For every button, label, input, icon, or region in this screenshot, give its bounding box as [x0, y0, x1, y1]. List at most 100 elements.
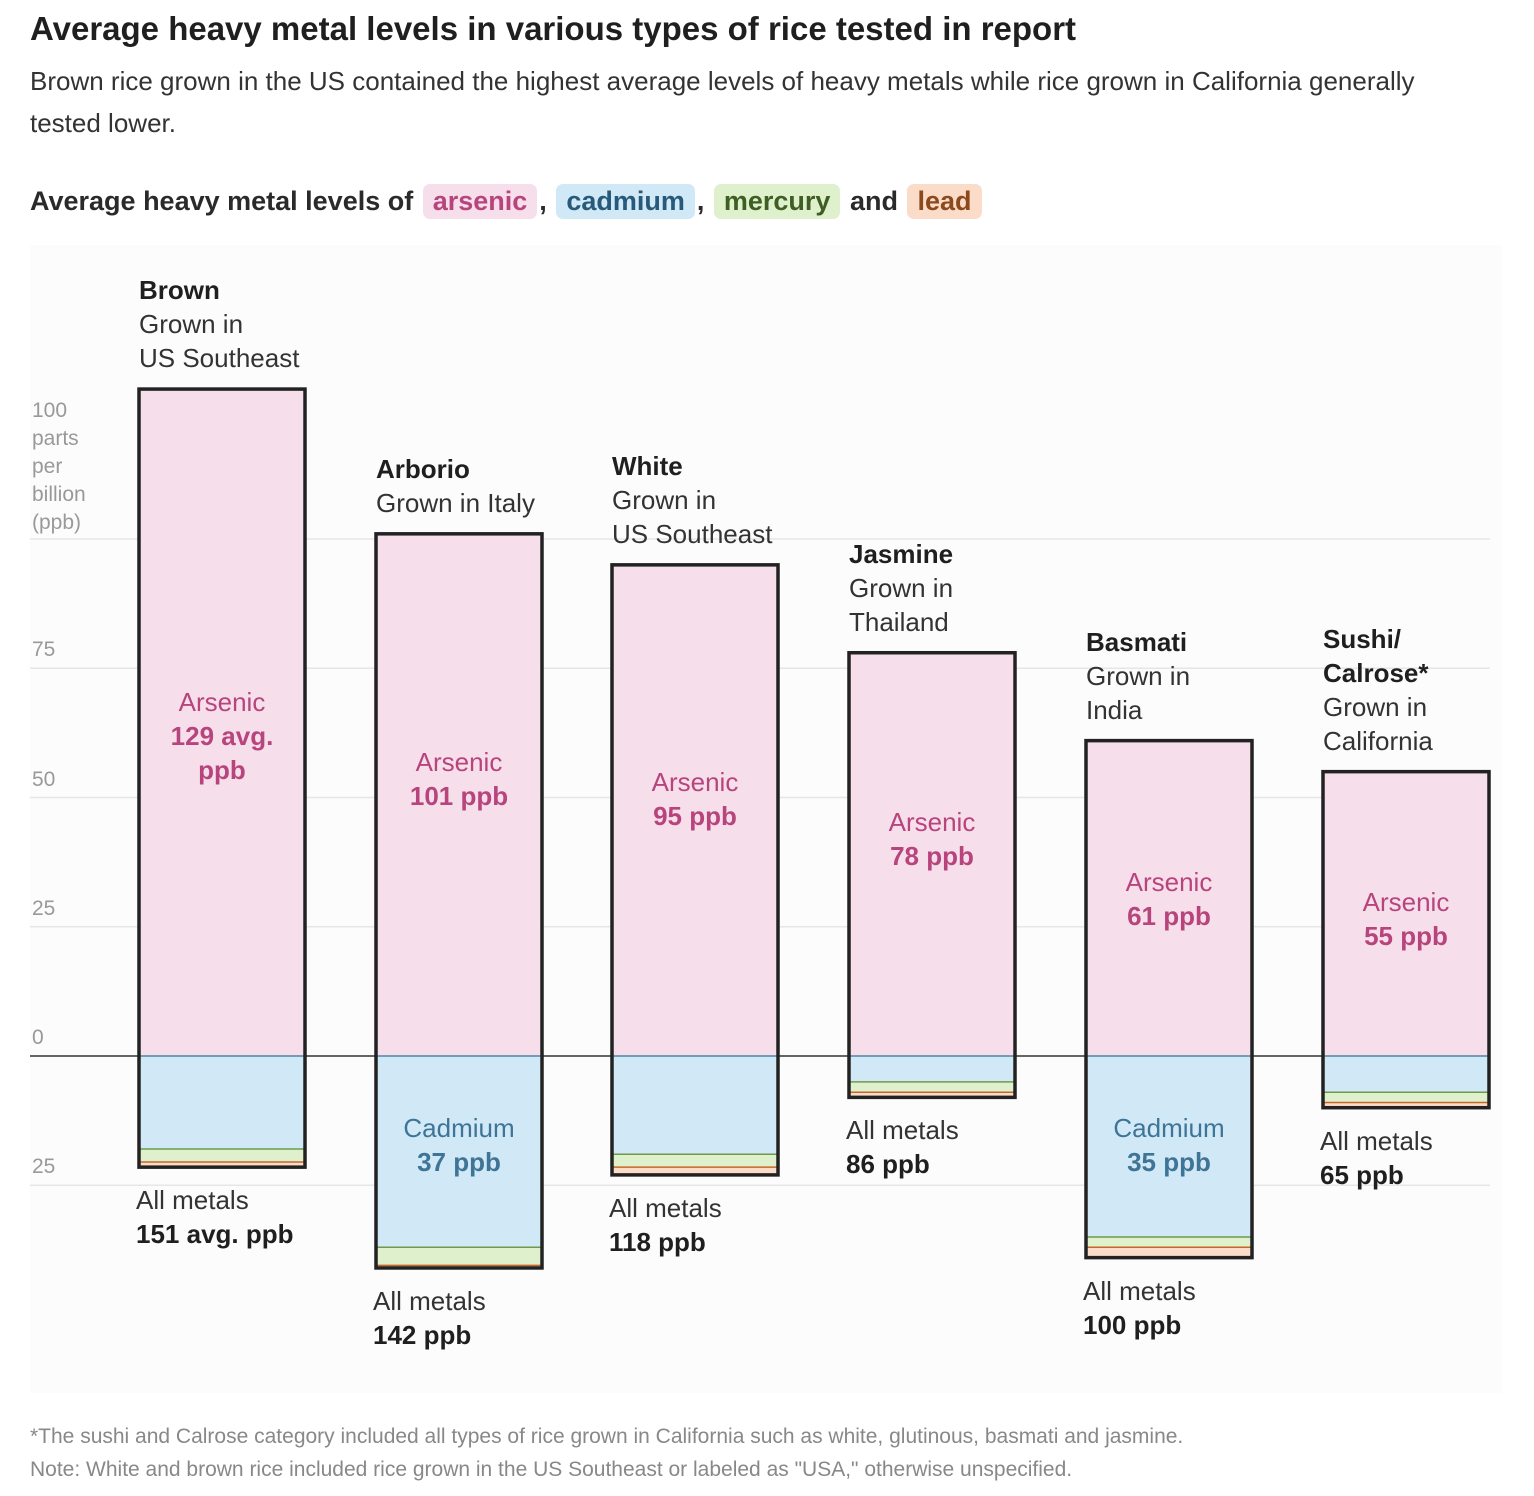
- category-origin: US Southeast: [612, 518, 773, 549]
- category-origin: Grown in Italy: [376, 487, 535, 518]
- chart-notes: *The sushi and Calrose category included…: [30, 1420, 1183, 1486]
- category-origin: California: [1323, 725, 1433, 756]
- cadmium-value-label: Cadmium 37 ppb: [376, 1111, 542, 1179]
- bar-lead: [849, 1092, 1015, 1098]
- category-name: Arborio: [376, 453, 470, 484]
- total-caption: All metals: [136, 1185, 249, 1216]
- arsenic-value-label: Arsenic 95 ppb: [612, 765, 778, 833]
- arsenic-value: 55 ppb: [1364, 921, 1448, 951]
- footnote: *The sushi and Calrose category included…: [30, 1425, 1184, 1448]
- category-origin: Grown in: [849, 572, 954, 603]
- arsenic-value-label: Arsenic 129 avg. ppb: [139, 685, 305, 787]
- bar-outline: [610, 563, 780, 1177]
- arsenic-value-label: Arsenic 61 ppb: [1086, 865, 1252, 933]
- category-name: Basmati: [1086, 626, 1188, 657]
- arsenic-value: ppb: [198, 755, 246, 785]
- legend-cadmium: cadmium: [556, 184, 695, 219]
- cadmium-name: Cadmium: [403, 1113, 515, 1143]
- total-label: All metals 118 ppb: [609, 1191, 722, 1259]
- total-value: 65 ppb: [1320, 1159, 1404, 1190]
- category-origin: Grown in: [1323, 691, 1428, 722]
- category-origin: Grown in: [1086, 660, 1191, 691]
- y-tick-label: 75: [32, 638, 56, 662]
- total-value: 86 ppb: [846, 1149, 930, 1180]
- total-value: 100 ppb: [1083, 1309, 1182, 1340]
- category-name: White: [612, 450, 683, 481]
- category-label: Basmati Grown in India: [1086, 625, 1190, 727]
- bar-outline: [374, 532, 544, 1270]
- y-axis-unit: billion: [32, 483, 86, 506]
- legend-mercury: mercury: [713, 184, 841, 219]
- bar-outline: [847, 650, 1017, 1100]
- total-value: 151 avg. ppb: [136, 1219, 294, 1250]
- chart-subtitle: Brown rice grown in the US contained the…: [30, 66, 1415, 138]
- legend-sep: ,: [696, 186, 712, 216]
- bar-arsenic: [1086, 740, 1252, 1056]
- y-tick-label: 0: [32, 1026, 44, 1049]
- bar-arsenic: [612, 564, 778, 1056]
- category-origin: Thailand: [849, 606, 949, 637]
- arsenic-name: Arsenic: [415, 747, 503, 777]
- arsenic-value: 61 ppb: [1127, 901, 1211, 931]
- category-label: Jasmine Grown in Thailand: [849, 537, 953, 639]
- total-caption: All metals: [1083, 1275, 1196, 1306]
- category-origin: Grown in: [139, 309, 244, 340]
- y-axis-unit: parts: [32, 427, 79, 450]
- category-label: Sushi/Calrose* Grown in California: [1323, 622, 1433, 758]
- bar-cadmium: [1323, 1056, 1489, 1093]
- total-caption: All metals: [373, 1285, 486, 1316]
- category-label: Arborio Grown in Italy: [376, 452, 535, 520]
- bar-arsenic: [1323, 771, 1489, 1056]
- bar-outline: [1084, 738, 1254, 1260]
- y-tick-value: 100: [32, 399, 68, 422]
- bar-arsenic: [139, 389, 305, 1056]
- chart-panel: 100 parts per billion (ppb) 75 50 25 0 25 Brown Gro…: [30, 245, 1502, 1393]
- total-label: All metals 151 avg. ppb: [136, 1183, 294, 1251]
- category-name: Jasmine: [849, 538, 954, 569]
- chart-svg: [30, 387, 1491, 1270]
- bar-outline: [1321, 769, 1491, 1110]
- bar-outline: [137, 387, 307, 1169]
- cadmium-value: 37 ppb: [417, 1147, 501, 1177]
- bar-lead: [1323, 1102, 1489, 1108]
- category-name: Calrose*: [1323, 657, 1429, 688]
- note: Note: White and brown rice included rice…: [30, 1458, 1073, 1481]
- bar-cadmium: [139, 1056, 305, 1150]
- arsenic-name: Arsenic: [888, 807, 976, 837]
- total-caption: All metals: [1320, 1125, 1433, 1156]
- legend-arsenic: arsenic: [422, 184, 538, 219]
- bar-cadmium: [376, 1056, 542, 1248]
- total-value: 142 ppb: [373, 1319, 472, 1350]
- total-label: All metals 65 ppb: [1320, 1124, 1433, 1192]
- cadmium-value-label: Cadmium 35 ppb: [1086, 1111, 1252, 1179]
- total-label: All metals 100 ppb: [1083, 1274, 1196, 1342]
- bar-lead: [612, 1167, 778, 1175]
- bar-lead: [139, 1161, 305, 1168]
- arsenic-name: Arsenic: [651, 767, 739, 797]
- arsenic-value: 101 ppb: [409, 781, 509, 811]
- category-label: Brown Grown in US Southeast: [139, 273, 299, 375]
- arsenic-name: Arsenic: [1125, 867, 1213, 897]
- legend-and: and: [842, 186, 906, 216]
- y-axis-unit: per: [32, 455, 63, 478]
- category-origin: US Southeast: [139, 343, 300, 374]
- arsenic-name: Arsenic: [1362, 887, 1450, 917]
- bar-arsenic: [849, 652, 1015, 1056]
- bar-cadmium: [612, 1056, 778, 1155]
- arsenic-value-label: Arsenic 55 ppb: [1323, 885, 1489, 953]
- bar-mercury: [1086, 1236, 1252, 1248]
- arsenic-value-label: Arsenic 101 ppb: [376, 745, 542, 813]
- chart-title: Average heavy metal levels in various ty…: [30, 10, 1077, 47]
- cadmium-name: Cadmium: [1113, 1113, 1225, 1143]
- arsenic-value: 78 ppb: [890, 841, 974, 871]
- y-tick-label: 25: [32, 1155, 56, 1179]
- arsenic-value: 95 ppb: [653, 801, 737, 831]
- arsenic-name: Arsenic: [178, 687, 266, 717]
- legend-prefix: Average heavy metal levels of: [30, 186, 421, 216]
- y-tick-label: 50: [32, 767, 56, 791]
- total-label: All metals 86 ppb: [846, 1113, 959, 1181]
- bar-cadmium: [1086, 1056, 1252, 1237]
- bar-mercury: [612, 1154, 778, 1168]
- legend-sep: ,: [539, 186, 555, 216]
- bar-mercury: [1323, 1092, 1489, 1103]
